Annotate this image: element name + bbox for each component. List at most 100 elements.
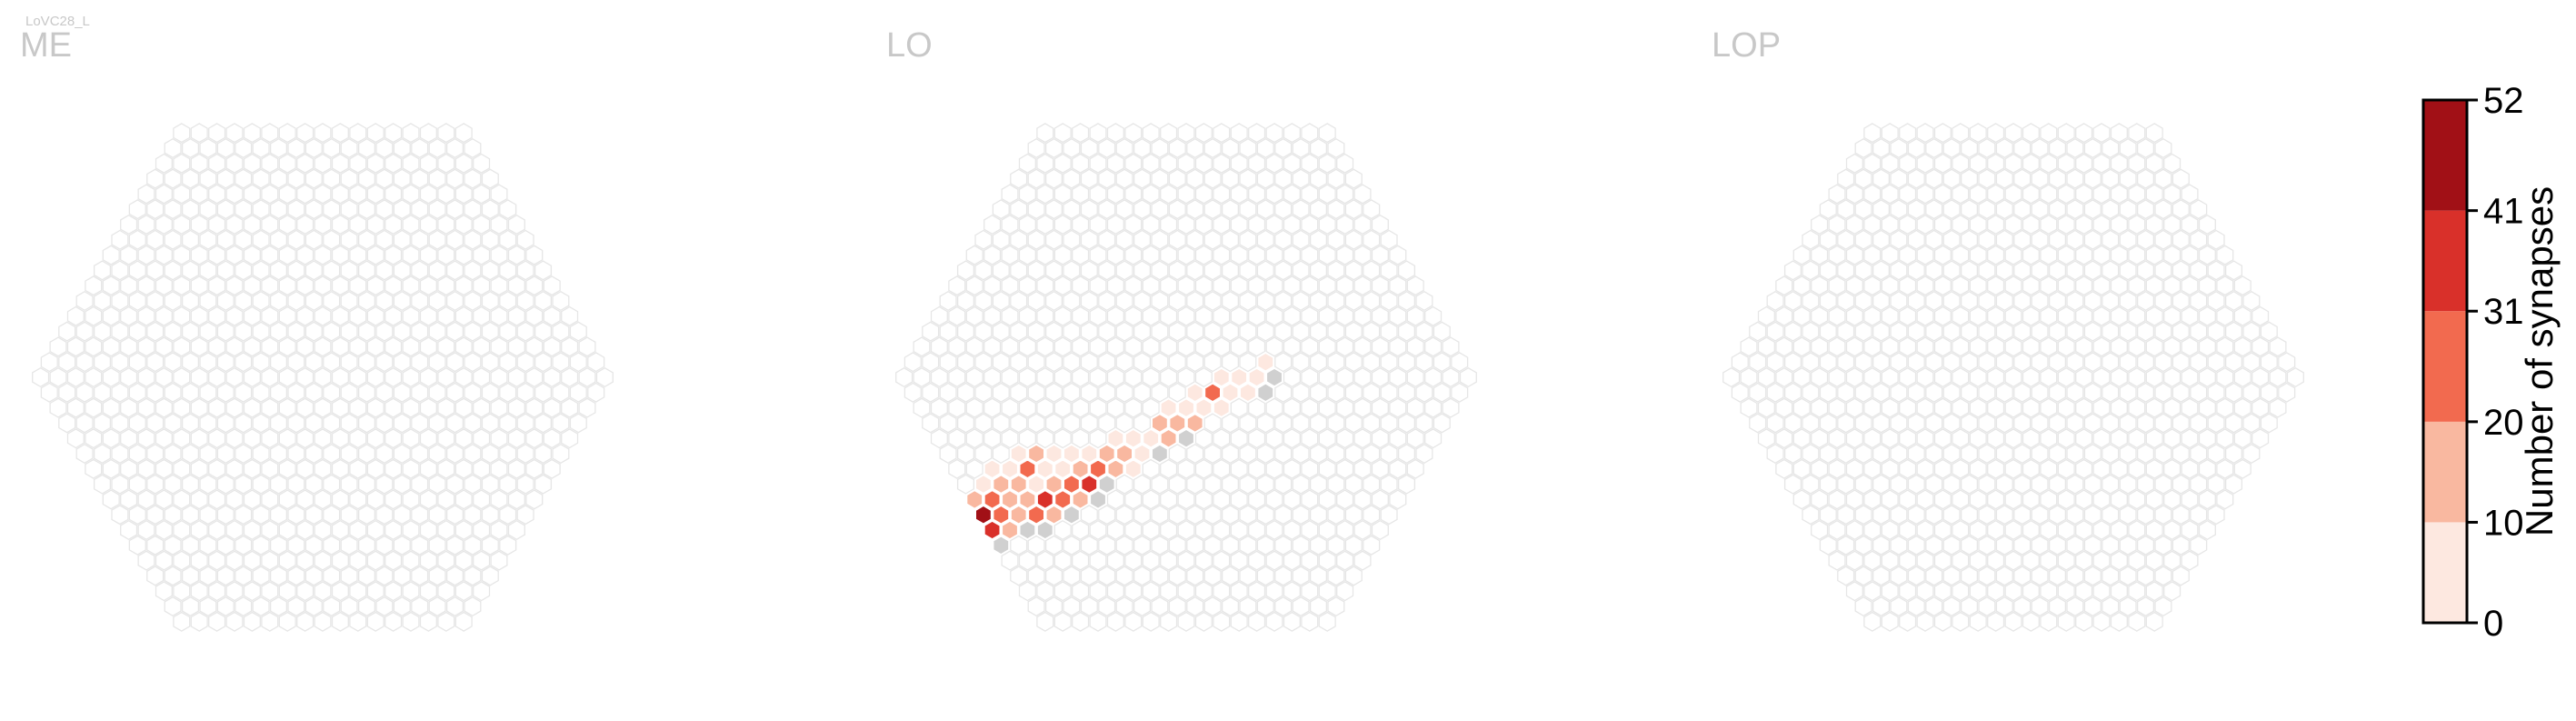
hex-cell-empty (2163, 366, 2182, 388)
hex-cell-empty (473, 214, 491, 235)
hex-cell-empty (1433, 352, 1451, 373)
hex-cell-empty (2145, 550, 2163, 571)
hex-cell-empty (296, 336, 315, 357)
hex-cell-empty (2040, 275, 2058, 296)
hex-cell-empty (419, 519, 437, 541)
hex-cell-empty (323, 474, 341, 495)
hex-cell-empty (1160, 153, 1178, 174)
hex-cell-empty (2048, 596, 2067, 617)
hex-cell-empty (2172, 199, 2190, 220)
hex-cell-empty (1775, 366, 1793, 388)
hex-cell-empty (481, 443, 499, 465)
hex-cell-empty (2216, 489, 2234, 510)
hex-cell-empty (128, 474, 146, 495)
hex-cell-empty (1301, 366, 1319, 388)
hex-cell-empty (499, 229, 517, 250)
hex-cell-empty (1952, 550, 1970, 571)
hex-cell-empty (1248, 489, 1266, 510)
hex-cell-empty (2083, 443, 2102, 465)
hex-cell-empty (1265, 305, 1283, 326)
hex-cell-empty (1960, 566, 1979, 586)
hex-cell-empty (137, 428, 155, 449)
hex-cell-empty (1186, 168, 1204, 189)
hex-cell-empty (1380, 443, 1398, 465)
hex-cell-empty (1318, 519, 1336, 541)
hex-cell-empty (146, 443, 165, 465)
hex-cell-empty (1072, 519, 1090, 541)
hex-cell-empty (1221, 137, 1240, 159)
hex-cell-empty (499, 382, 517, 403)
hex-cell-empty (1854, 137, 1872, 159)
hex-cell-empty (1925, 168, 1943, 189)
hex-cell-empty (1115, 474, 1133, 495)
hex-cell-empty (173, 611, 191, 632)
hex-cell-empty (1933, 489, 1952, 510)
hex-cell-empty (402, 245, 420, 265)
hex-cell-empty (2198, 428, 2216, 449)
hex-cell-empty (1987, 275, 2005, 296)
hex-cell-empty (1995, 566, 2013, 586)
hex-cell-empty (269, 413, 288, 434)
hex-cell-empty (507, 336, 525, 357)
hex-cell-empty (1265, 275, 1283, 296)
hex-cell-empty (2216, 366, 2234, 388)
hex-cell-empty (287, 199, 305, 220)
hex-cell-empty (1072, 184, 1090, 205)
hex-cell-empty (111, 229, 129, 250)
hex-cell-empty (1828, 366, 1846, 388)
hex-cell-empty (1151, 260, 1169, 281)
hex-cell-empty (349, 428, 367, 449)
hex-cell-empty (40, 382, 58, 403)
hex-cell-empty (1837, 443, 1855, 465)
hex-cell-empty (965, 336, 983, 357)
hex-cell-empty (269, 535, 288, 556)
hex-cell-empty (454, 428, 473, 449)
hex-cell-empty (2136, 290, 2155, 312)
hex-cell-empty (1863, 581, 1882, 602)
hex-cell-empty (1283, 123, 1301, 144)
hex-cell-empty (357, 382, 376, 403)
hex-cell-empty (366, 336, 384, 357)
hex-cell-empty (419, 305, 437, 326)
hex-cell-empty (2092, 397, 2111, 418)
hex-cell-empty (2102, 443, 2120, 465)
hex-cell-empty (269, 321, 288, 342)
hex-cell-empty (2198, 397, 2216, 418)
hex-cell-empty (543, 366, 561, 388)
hex-cell-empty (331, 123, 349, 144)
hex-cell-empty (1301, 245, 1319, 265)
hex-cell-empty (216, 443, 235, 465)
hex-cell-empty (1124, 245, 1143, 265)
hex-cell-empty (1080, 352, 1098, 373)
hex-cell-empty (473, 184, 491, 205)
hex-cell-empty (428, 168, 446, 189)
hex-cell-empty (2119, 321, 2137, 342)
hex-cell-filled (1035, 519, 1054, 541)
hex-cell-empty (181, 260, 200, 281)
hex-cell-empty (481, 535, 499, 556)
hex-cell-empty (1151, 535, 1169, 556)
hex-cell-empty (393, 199, 411, 220)
hex-cell-empty (208, 581, 226, 602)
hex-cell-empty (357, 168, 376, 189)
hex-cell-empty (507, 214, 525, 235)
hex-cell-empty (525, 397, 544, 418)
hex-cell-empty (473, 581, 491, 602)
hex-cell-empty (507, 305, 525, 326)
hex-cell-empty (287, 474, 305, 495)
hex-cell-empty (1933, 366, 1952, 388)
hex-cell-empty (2031, 229, 2049, 250)
hex-cell-empty (428, 260, 446, 281)
hex-cell-empty (1811, 336, 1829, 357)
hex-cell-empty (516, 382, 534, 403)
hex-cell-empty (2128, 275, 2146, 296)
hex-cell-empty (252, 229, 270, 250)
hex-cell-empty (1397, 474, 1416, 495)
hex-cell-empty (1969, 458, 1987, 479)
hex-cell-empty (1952, 397, 1970, 418)
hex-cell-empty (437, 428, 455, 449)
hex-cell-empty (2198, 245, 2216, 265)
hex-cell-empty (1995, 260, 2013, 281)
hex-cell-empty (543, 336, 561, 357)
